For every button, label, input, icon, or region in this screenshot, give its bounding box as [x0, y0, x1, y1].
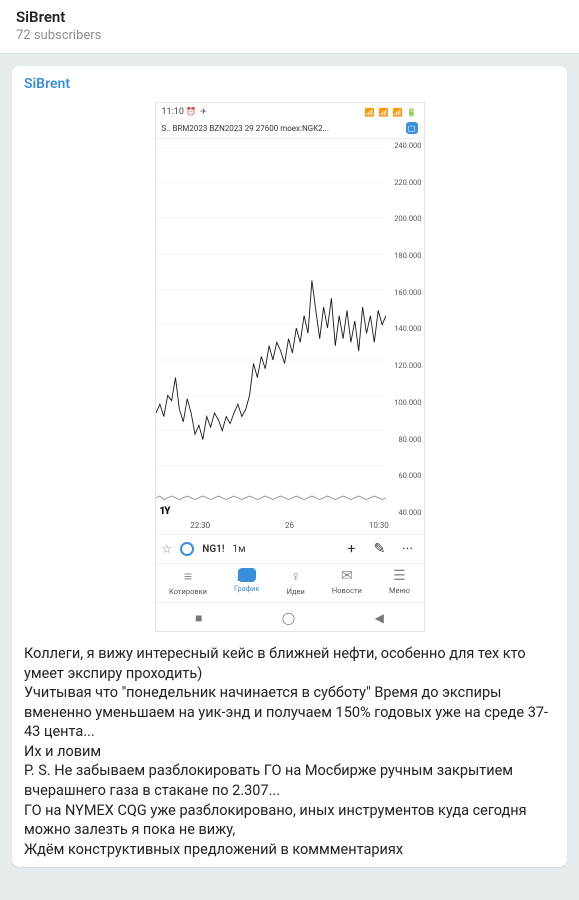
more-icon[interactable]: ···: [398, 541, 418, 557]
android-system-nav: ■ ◯ ◀: [156, 603, 424, 631]
status-time: 11:10 ⏰ ✈: [162, 107, 208, 117]
y-axis-tick: 180.000: [386, 251, 422, 260]
nav-item-Новости[interactable]: ✉ Новости: [332, 568, 362, 596]
nav-item-icon: ≡: [184, 568, 192, 585]
chart-canvas: [156, 139, 386, 519]
recent-apps-icon[interactable]: ■: [195, 611, 202, 625]
ticker-control-icon[interactable]: ▢: [406, 122, 418, 134]
y-axis-tick: 60.000: [386, 471, 422, 480]
nav-item-icon: ♀: [290, 568, 301, 585]
x-axis-label: 10:30: [334, 521, 423, 530]
chart-toolbar: ☆ NG1! 1м + ✎ ···: [156, 535, 424, 564]
ticker-row[interactable]: S.. BRM2023 BZN2023 29 27600 moex:NGK2..…: [156, 119, 424, 139]
message-card[interactable]: SiBrent 11:10 ⏰ ✈ 📶 📶 📶 🔋 S.. BRM2023 BZ…: [12, 66, 567, 867]
status-right-icons: 📶 📶 📶 🔋: [365, 108, 418, 117]
interval-label[interactable]: 1м: [233, 544, 246, 555]
y-axis-tick: 80.000: [386, 435, 422, 444]
channel-subscribers: 72 subscribers: [16, 28, 563, 43]
nav-item-icon: ✉: [341, 568, 353, 584]
y-axis-tick: 120.000: [386, 361, 422, 370]
y-axis-tick: 100.000: [386, 398, 422, 407]
y-axis-tick: 160.000: [386, 288, 422, 297]
nav-item-label: Новости: [332, 586, 362, 595]
back-icon[interactable]: ◀: [375, 611, 384, 625]
symbol-circle-icon[interactable]: [180, 542, 194, 556]
symbol-label[interactable]: NG1!: [202, 544, 224, 555]
x-axis-label: 26: [245, 521, 334, 530]
bottom-nav: ≡ Котировки ▬ График ♀ Идеи ✉ Новости ☰ Меню: [156, 564, 424, 603]
phone-status-bar: 11:10 ⏰ ✈ 📶 📶 📶 🔋: [156, 103, 424, 119]
message-author[interactable]: SiBrent: [24, 76, 555, 92]
chat-area: SiBrent 11:10 ⏰ ✈ 📶 📶 📶 🔋 S.. BRM2023 BZ…: [0, 54, 579, 900]
edit-icon[interactable]: ✎: [370, 541, 390, 557]
nav-item-label: Меню: [389, 586, 410, 595]
status-left-icons: ⏰ ✈: [186, 107, 208, 116]
y-axis-tick: 200.000: [386, 214, 422, 223]
nav-item-label: Котировки: [169, 587, 207, 596]
y-axis-tick: 40.000: [386, 508, 422, 517]
ticker-text: S.. BRM2023 BZN2023 29 27600 moex:NGK2..…: [162, 124, 329, 133]
nav-item-Идеи[interactable]: ♀ Идеи: [287, 568, 305, 596]
channel-title[interactable]: SiBrent: [16, 8, 563, 26]
nav-item-График[interactable]: ▬ График: [234, 568, 260, 596]
channel-header: SiBrent 72 subscribers: [0, 0, 579, 54]
chart-x-axis: 22:302610:30: [156, 519, 424, 535]
x-axis-label: 22:30: [156, 521, 245, 530]
favorite-icon[interactable]: ☆: [162, 542, 173, 556]
home-icon[interactable]: ◯: [282, 611, 295, 625]
nav-item-label: Идеи: [287, 587, 305, 596]
nav-item-icon: ▬: [238, 568, 256, 582]
tradingview-logo: 1Y: [160, 506, 170, 517]
nav-item-Меню[interactable]: ☰ Меню: [389, 568, 410, 596]
embedded-screenshot[interactable]: 11:10 ⏰ ✈ 📶 📶 📶 🔋 S.. BRM2023 BZN2023 29…: [155, 102, 425, 632]
chart-y-axis: 240.000 220.000 200.000 180.000 160.000 140.0…: [386, 139, 424, 519]
nav-item-Котировки[interactable]: ≡ Котировки: [169, 568, 207, 596]
add-icon[interactable]: +: [342, 541, 362, 557]
y-axis-tick: 240.000: [386, 141, 422, 150]
y-axis-tick: 140.000: [386, 324, 422, 333]
nav-item-icon: ☰: [393, 568, 406, 584]
nav-item-label: График: [234, 584, 260, 593]
y-axis-tick: 220.000: [386, 178, 422, 187]
message-body: Коллеги, я вижу интересный кейс в ближне…: [24, 644, 555, 859]
price-chart[interactable]: 1Y 240.000 220.000 200.000 180.000 160.000 14…: [156, 139, 424, 519]
